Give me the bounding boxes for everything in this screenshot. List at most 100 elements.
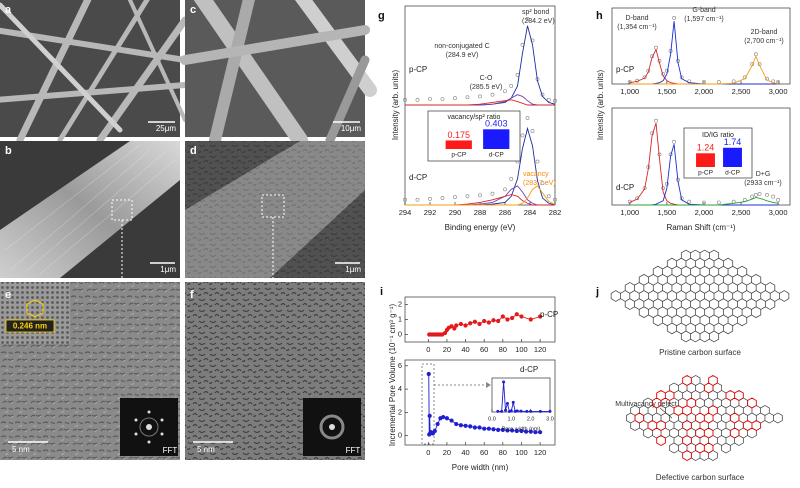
data-point — [537, 430, 543, 435]
data-point — [776, 198, 781, 202]
data-point — [428, 97, 432, 101]
x-tick-label: 60 — [480, 448, 488, 457]
panel-c: c 10μm — [180, 0, 377, 148]
caption: Defective carbon surface — [656, 473, 745, 482]
annotation: (1,597 cm⁻¹) — [684, 16, 723, 23]
x-tick-label: 40 — [461, 448, 469, 457]
data-point — [765, 192, 769, 197]
x-tick-label: 284 — [524, 208, 537, 217]
zoom-box — [261, 194, 285, 218]
value-label: 1.74 — [724, 137, 742, 147]
arrow-head — [486, 382, 491, 388]
x-axis-label: Raman Shift (cm⁻¹) — [666, 223, 735, 232]
x-tick-label: 120 — [534, 345, 547, 354]
data-point — [525, 409, 529, 413]
data-point — [458, 321, 464, 327]
x-tick-label: 3,000 — [769, 87, 788, 96]
data-point — [482, 318, 487, 324]
honeycomb — [610, 249, 790, 343]
lattice-inset — [0, 282, 70, 344]
data-point — [509, 177, 514, 181]
data-point — [509, 409, 513, 413]
panel-label: i — [380, 286, 383, 298]
panel-b: b 1μm — [0, 141, 180, 278]
fft-ring — [319, 414, 345, 440]
data-point — [454, 323, 459, 328]
panel-label: d — [190, 145, 197, 157]
sample-label: p-CP — [409, 65, 427, 74]
panel-f: FFT f 5 nm — [185, 282, 365, 460]
x-tick-label: 20 — [443, 448, 451, 457]
data-point — [486, 426, 491, 431]
panel-label: b — [5, 145, 12, 157]
data-point — [702, 200, 706, 205]
x-tick-label: 20 — [443, 345, 451, 354]
sample-label: d-CP — [409, 173, 427, 182]
data-point — [537, 314, 543, 319]
series-line — [629, 196, 779, 206]
x-tick-label: 0 — [426, 448, 430, 457]
bar — [483, 129, 510, 149]
annotation: G-band — [692, 7, 715, 14]
x-tick-label: 0 — [426, 345, 430, 354]
panel-label: f — [190, 289, 194, 301]
annotation: (2933 cm⁻¹) — [744, 180, 782, 187]
data-point — [546, 97, 551, 102]
annotation: vacancy — [523, 171, 549, 178]
x-tick-label: 1,500 — [657, 208, 676, 217]
data-point — [428, 197, 432, 201]
data-point — [465, 194, 470, 199]
data-point — [472, 319, 477, 324]
data-point — [546, 194, 551, 199]
bar — [723, 147, 742, 167]
data-point — [453, 96, 457, 101]
series-line — [405, 185, 556, 206]
annotation: non-conjugated C — [434, 43, 489, 50]
data-point — [435, 421, 440, 427]
data-point — [465, 95, 470, 100]
data-point — [490, 191, 495, 196]
data-point — [535, 159, 540, 164]
scale-label: 1μm — [345, 265, 361, 274]
x-tick-label: 0.0 — [488, 416, 496, 422]
data-point — [426, 371, 431, 377]
data-point — [491, 427, 496, 432]
data-point — [463, 323, 468, 328]
panel-label: j — [595, 286, 599, 298]
data-point — [514, 428, 519, 434]
data-point — [548, 409, 552, 413]
y-tick-label: 2 — [398, 407, 402, 416]
sample-label: d-CP — [520, 365, 538, 374]
x-tick-label: 1,500 — [657, 87, 676, 96]
data-point — [491, 318, 496, 323]
annotation: (285.5 eV) — [470, 84, 503, 91]
data-point — [478, 193, 482, 198]
data-point — [529, 409, 533, 413]
texture — [185, 141, 365, 278]
fibers — [180, 0, 377, 148]
x-tick-label: 2,000 — [695, 87, 714, 96]
data-point — [454, 421, 459, 427]
data-point — [463, 423, 468, 428]
data-point — [505, 428, 510, 433]
defect-label: Multivacancy defect — [615, 401, 677, 408]
x-tick-label: 60 — [480, 345, 488, 354]
bar — [696, 153, 715, 167]
data-point — [519, 428, 524, 434]
data-point — [458, 423, 464, 428]
data-point — [771, 194, 776, 199]
data-point — [540, 181, 545, 186]
x-tick-label: 3,000 — [769, 208, 788, 217]
data-point — [441, 414, 446, 420]
inset-title: ID/IG ratio — [702, 132, 734, 139]
series-line — [629, 55, 779, 85]
x-axis-label: Pore width (nm) — [502, 426, 541, 432]
fiber — [0, 141, 180, 278]
y-axis-label: Incremental Pore Volume (10⁻¹ cm³ g⁻¹) — [388, 304, 397, 447]
data-point — [509, 84, 514, 88]
data-point — [490, 92, 495, 97]
data-point — [504, 408, 508, 412]
category-label: p-CP — [451, 152, 466, 159]
category-label: p-CP — [698, 170, 713, 177]
